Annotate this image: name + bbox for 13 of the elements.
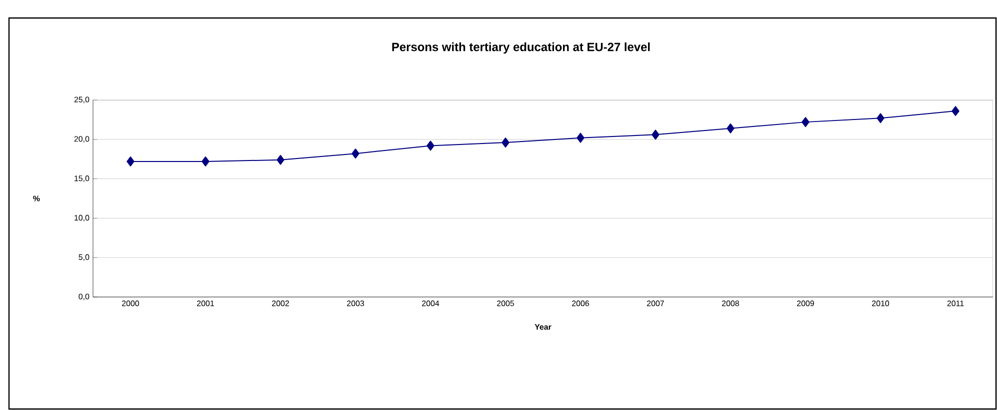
- point: [952, 106, 960, 116]
- point: [576, 132, 584, 143]
- point: [726, 123, 734, 134]
- point: [426, 140, 434, 151]
- point: [126, 156, 134, 166]
- point: [502, 138, 510, 148]
- point: [352, 148, 360, 159]
- point: [202, 156, 210, 166]
- point: [652, 130, 660, 140]
- point: [276, 154, 284, 165]
- point: [876, 113, 884, 124]
- point: [802, 117, 810, 128]
- chart-title: Persons with tertiary education at EU-27 level: [392, 42, 650, 54]
